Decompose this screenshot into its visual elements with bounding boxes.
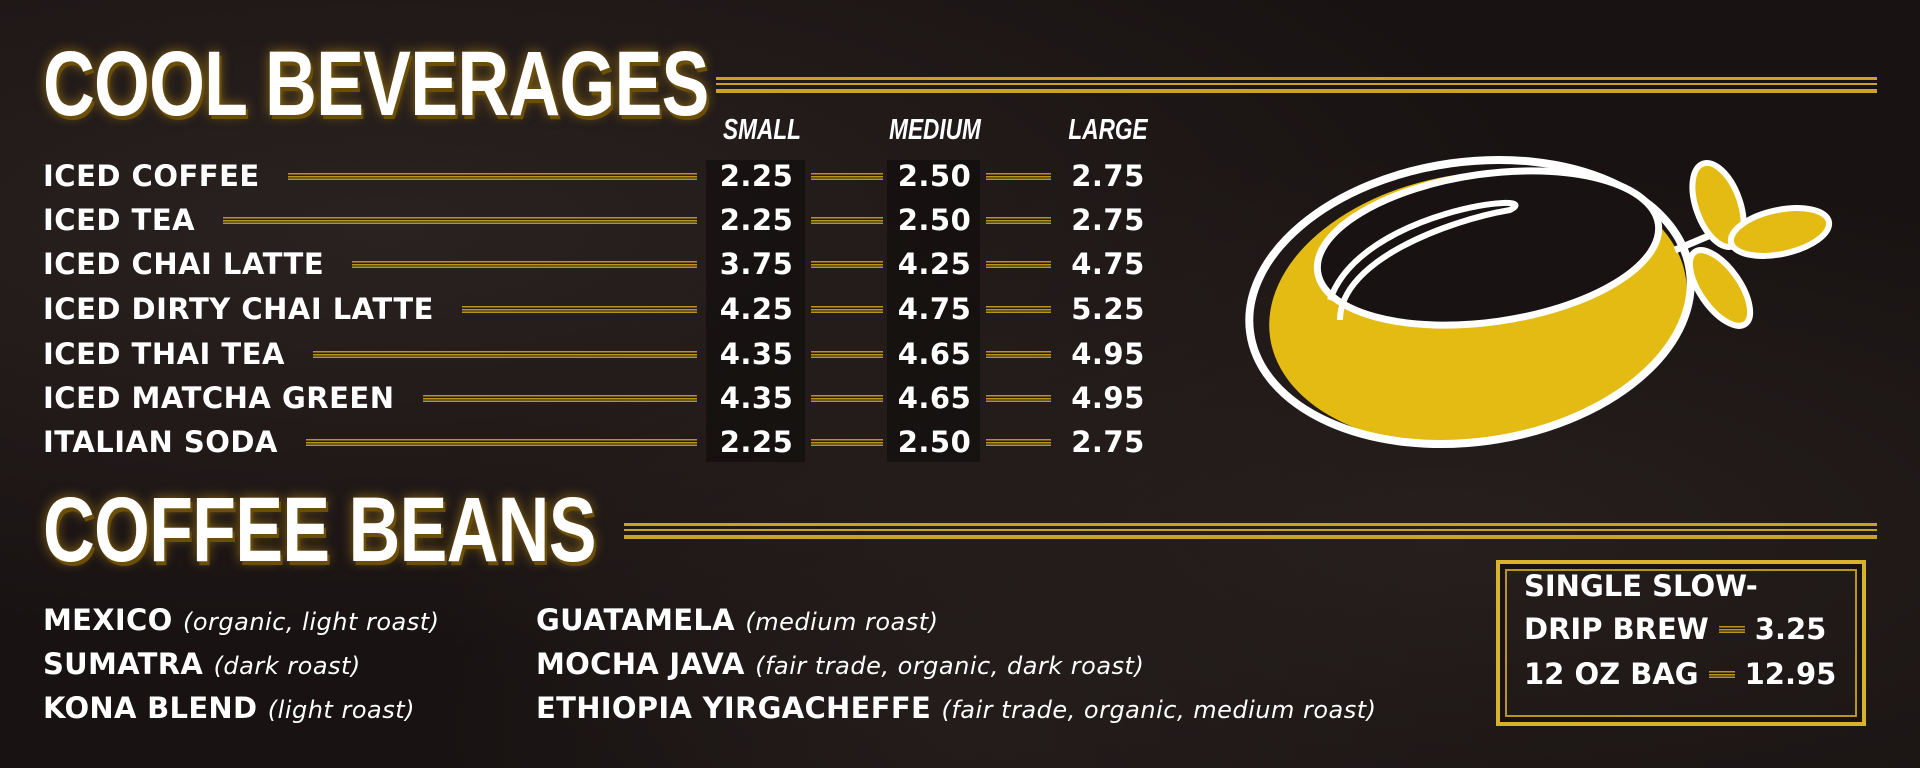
cup-illustration [1245,155,1833,449]
box-item-name: 12 OZ BAG [1524,657,1699,691]
box-line: DRIP BREW 3.25 [1524,611,1840,647]
bean-entry: MEXICO (organic, light roast) [43,603,440,637]
bean-note: (light roast) [267,696,415,724]
item-name: ICED TEA [43,203,196,237]
price: 4.65 [897,337,972,371]
bean-name: MOCHA JAVA [536,647,745,681]
bean-name: GUATAMELA [536,603,735,637]
price: 2.25 [719,425,794,459]
leader [811,350,883,358]
menu-row: ICED TEA 2.25 2.50 2.75 [43,202,1160,238]
leader [811,394,883,402]
leader [811,305,883,313]
bean-note: (fair trade, organic, medium roast) [941,696,1377,724]
price: 2.75 [1071,425,1145,459]
leader [811,260,883,268]
section-title: COOL BEVERAGES [43,33,709,135]
price: 4.75 [1071,247,1145,281]
box-line: SINGLE SLOW- [1524,568,1840,604]
box-item-name: DRIP BREW [1524,612,1709,646]
menu-row: ICED CHAI LATTE 3.75 4.25 4.75 [43,246,1160,282]
title-rule [716,77,1877,93]
bean-entry: MOCHA JAVA (fair trade, organic, dark ro… [536,647,1144,681]
price: 2.75 [1071,159,1145,193]
leader [986,350,1051,358]
bean-entry: SUMATRA (dark roast) [43,647,361,681]
bean-entry: KONA BLEND (light roast) [43,691,415,725]
menu-row: ITALIAN SODA 2.25 2.50 2.75 [43,424,1160,460]
price: 2.25 [719,203,794,237]
price: 2.25 [719,159,794,193]
menu-row: ICED THAI TEA 4.35 4.65 4.95 [43,336,1160,372]
price: 4.25 [719,292,794,326]
price: 4.95 [1071,337,1145,371]
leader [986,172,1051,180]
item-name: ICED DIRTY CHAI LATTE [43,292,434,326]
item-name: ICED COFFEE [43,159,260,193]
price: 2.50 [897,203,972,237]
bean-name: KONA BLEND [43,691,258,725]
leader [986,260,1051,268]
bean-note: (organic, light roast) [182,608,440,636]
item-name: ICED CHAI LATTE [43,247,325,281]
bean-name: ETHIOPIA YIRGACHEFFE [536,691,932,725]
bean-entry: GUATAMELA (medium roast) [536,603,939,637]
leader [1718,625,1745,633]
column-shade [887,160,980,462]
bean-note: (fair trade, organic, dark roast) [755,652,1145,680]
section-title: COFFEE BEANS [43,479,597,581]
item-name: ICED THAI TEA [43,337,285,371]
leader [1708,670,1735,678]
item-name: ICED MATCHA GREEN [43,381,395,415]
box-line: 12 OZ BAG 12.95 [1524,656,1840,692]
menu-row: ICED DIRTY CHAI LATTE 4.25 4.75 5.25 [43,291,1160,327]
menu-row: ICED COFFEE 2.25 2.50 2.75 [43,158,1160,194]
size-header: MEDIUM [889,114,981,146]
size-header: SMALL [723,114,801,146]
leader [287,172,697,180]
leader [811,216,883,224]
bean-name: SUMATRA [43,647,204,681]
price: 2.75 [1071,203,1145,237]
box-price: 12.95 [1744,657,1837,691]
special-box: SINGLE SLOW- DRIP BREW 3.25 12 OZ BAG 12.95 [1496,560,1866,726]
leader [986,438,1051,446]
price: 4.95 [1071,381,1145,415]
column-shade [706,160,805,462]
price: 4.35 [719,381,794,415]
price: 4.65 [897,381,972,415]
menu-row: ICED MATCHA GREEN 4.35 4.65 4.95 [43,380,1160,416]
leader [422,394,697,402]
leader [461,305,697,313]
leader [811,172,883,180]
leader [811,438,883,446]
leader [312,350,697,358]
bean-name: MEXICO [43,603,173,637]
leader [352,260,697,268]
leader [986,216,1051,224]
size-header: LARGE [1068,114,1148,146]
leader [223,216,697,224]
leader [986,305,1051,313]
item-name: ITALIAN SODA [43,425,278,459]
bean-entry: ETHIOPIA YIRGACHEFFE (fair trade, organi… [536,691,1377,725]
price: 4.75 [897,292,972,326]
leader [305,438,697,446]
price: 3.75 [719,247,794,281]
box-price: 3.25 [1754,612,1827,646]
title-rule [624,523,1877,539]
bean-note: (medium roast) [745,608,939,636]
bean-note: (dark roast) [213,652,361,680]
leader [986,394,1051,402]
price: 4.25 [897,247,972,281]
price: 2.50 [897,159,972,193]
price: 5.25 [1071,292,1145,326]
box-item-name: SINGLE SLOW- [1524,569,1758,603]
price: 4.35 [719,337,794,371]
price: 2.50 [897,425,972,459]
